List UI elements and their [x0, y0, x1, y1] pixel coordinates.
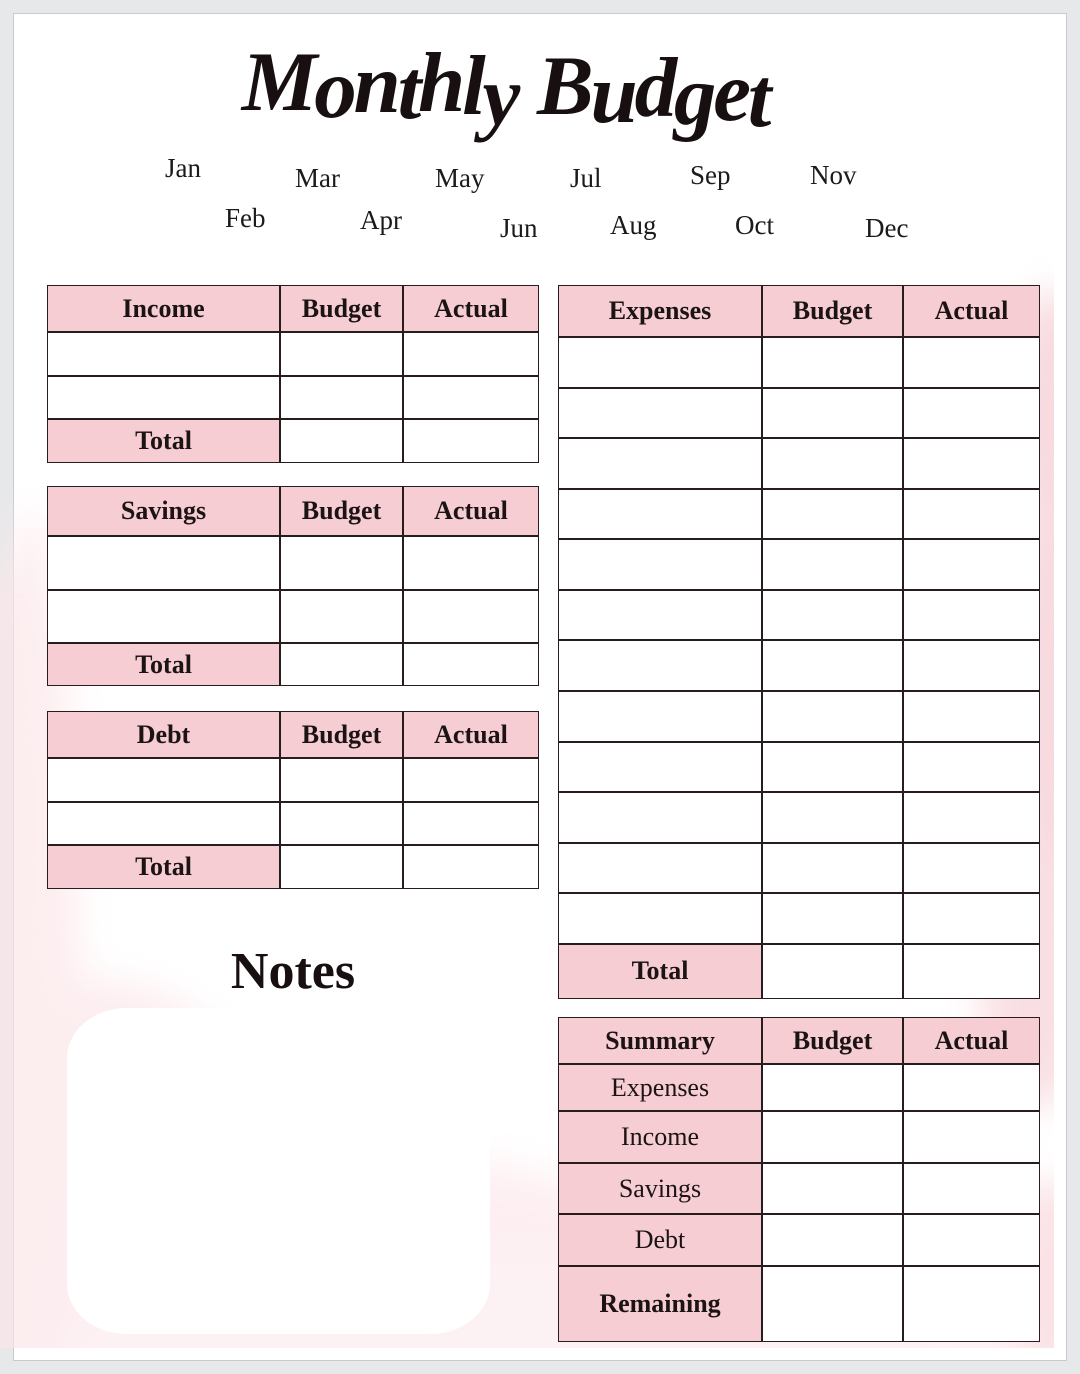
svg-text:MonthlyBudget: Monthly Budget — [240, 35, 774, 145]
